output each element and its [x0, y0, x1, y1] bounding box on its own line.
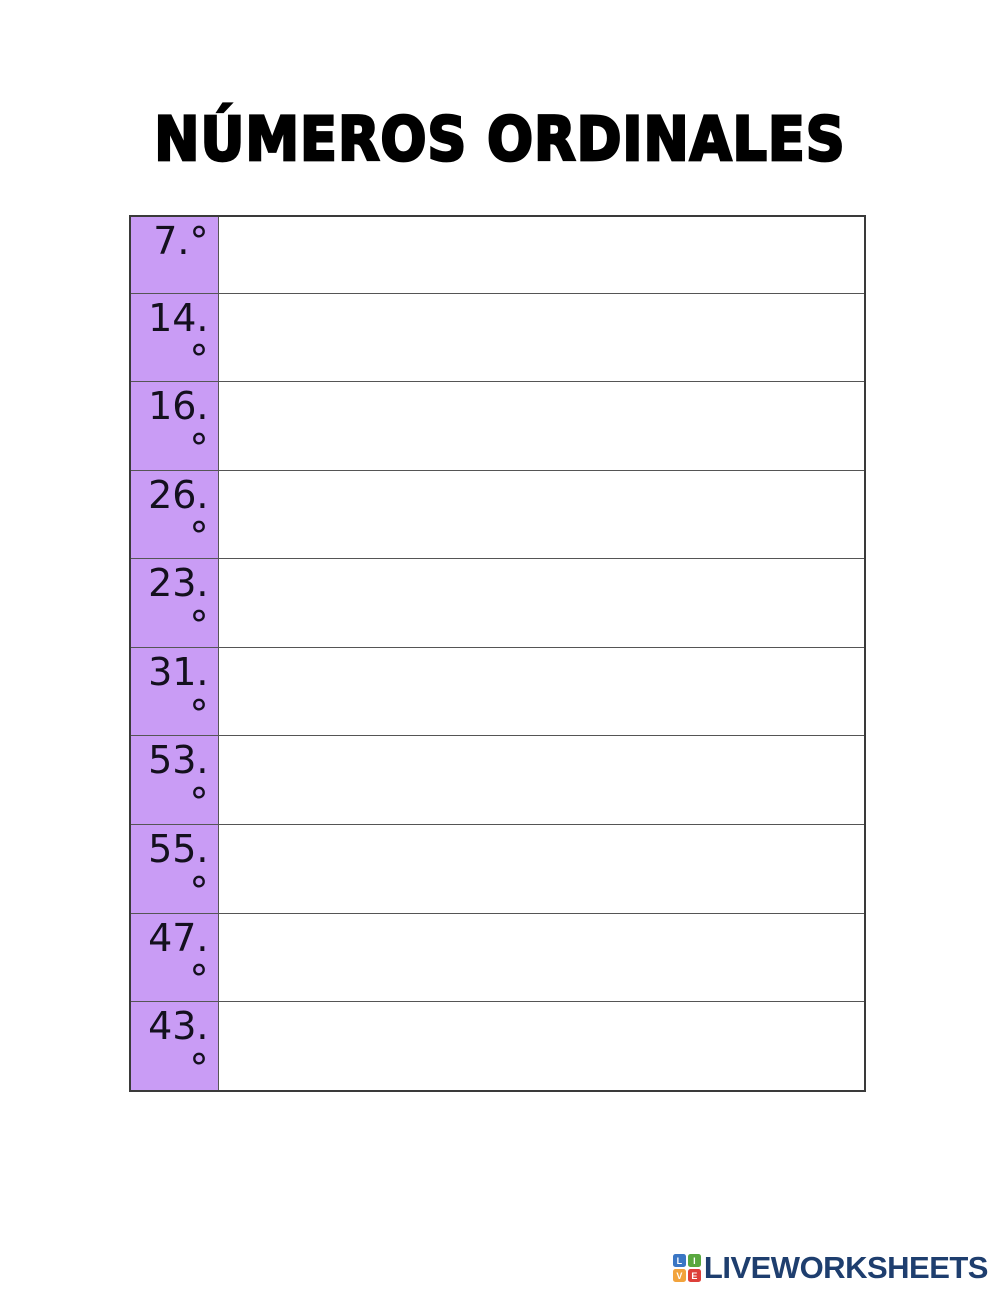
ordinal-cell: 23.°: [129, 558, 219, 648]
ordinal-cell: 47.°: [129, 912, 219, 1003]
liveworksheets-logo: L I V E LIVEWORKSHEETS: [672, 1250, 989, 1286]
logo-square-v: V: [672, 1269, 686, 1282]
logo-square-i: I: [687, 1254, 701, 1267]
answer-cell[interactable]: [217, 558, 866, 648]
ordinal-cell: 53.°: [129, 735, 219, 826]
logo-square-l: L: [672, 1254, 686, 1267]
answer-cell[interactable]: [217, 469, 866, 560]
ordinal-cell: 55.°: [129, 824, 219, 914]
table-row: 43.°: [129, 1001, 866, 1092]
table-row: 23.°: [129, 558, 866, 648]
answer-cell[interactable]: [217, 824, 866, 914]
table-row: 26.°: [129, 469, 866, 560]
ordinal-cell: 43.°: [129, 1001, 219, 1092]
answer-cell[interactable]: [217, 215, 866, 294]
ordinal-cell: 14.°: [129, 292, 219, 383]
table-row: 53.°: [129, 735, 866, 826]
logo-square-e: E: [687, 1269, 701, 1282]
ordinal-cell: 7.°: [129, 215, 219, 294]
liveworksheets-squares-icon: L I V E: [672, 1254, 701, 1282]
ordinals-table-body: 7.° 14.° 16.° 26.° 23.° 31.°: [129, 215, 866, 1092]
table-row: 16.°: [129, 381, 866, 471]
answer-cell[interactable]: [217, 735, 866, 826]
page-title: NÚMEROS ORDINALES: [153, 103, 846, 176]
ordinal-cell: 16.°: [129, 381, 219, 471]
table-row: 55.°: [129, 824, 866, 914]
ordinal-cell: 26.°: [129, 469, 219, 560]
ordinals-table: 7.° 14.° 16.° 26.° 23.° 31.°: [129, 215, 866, 1092]
answer-cell[interactable]: [217, 1001, 866, 1092]
answer-cell[interactable]: [217, 646, 866, 737]
brand-text: LIVEWORKSHEETS: [703, 1250, 989, 1285]
table-row: 14.°: [129, 292, 866, 383]
table-row: 47.°: [129, 912, 866, 1003]
table-row: 7.°: [129, 215, 866, 294]
answer-cell[interactable]: [217, 381, 866, 471]
ordinal-cell: 31.°: [129, 646, 219, 737]
table-row: 31.°: [129, 646, 866, 737]
answer-cell[interactable]: [217, 292, 866, 383]
answer-cell[interactable]: [217, 912, 866, 1003]
